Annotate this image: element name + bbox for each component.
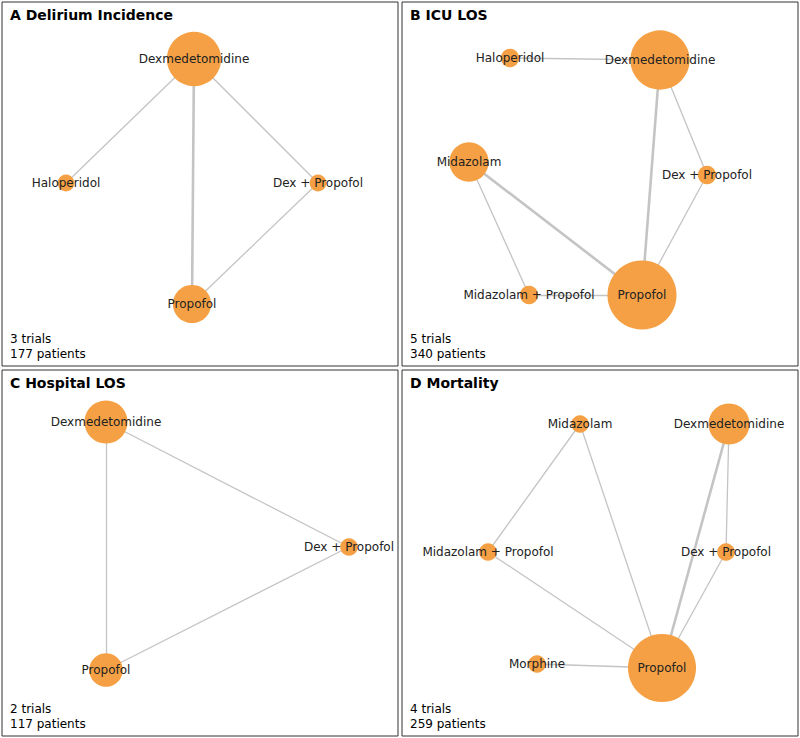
svg-text:Dexmedetomidine: Dexmedetomidine: [51, 415, 162, 429]
svg-text:C Hospital LOS: C Hospital LOS: [10, 375, 126, 391]
svg-text:3 trials: 3 trials: [10, 332, 51, 346]
svg-text:Dexmedetomidine: Dexmedetomidine: [139, 52, 250, 66]
svg-text:Dex + Propofol: Dex + Propofol: [304, 540, 394, 554]
svg-text:Propofol: Propofol: [618, 288, 667, 302]
svg-text:Haloperidol: Haloperidol: [32, 176, 101, 190]
svg-text:B ICU LOS: B ICU LOS: [410, 7, 488, 23]
svg-text:340 patients: 340 patients: [410, 347, 486, 361]
svg-text:Midazolam + Propofol: Midazolam + Propofol: [422, 545, 553, 559]
svg-text:117 patients: 117 patients: [10, 717, 86, 731]
svg-text:Propofol: Propofol: [638, 661, 687, 675]
svg-text:Haloperidol: Haloperidol: [476, 51, 545, 65]
svg-text:Midazolam: Midazolam: [548, 417, 613, 431]
svg-text:Dexmedetomidine: Dexmedetomidine: [674, 417, 785, 431]
svg-text:D Mortality: D Mortality: [410, 375, 499, 391]
svg-text:Dexmedetomidine: Dexmedetomidine: [605, 53, 716, 67]
svg-text:5 trials: 5 trials: [410, 332, 451, 346]
svg-text:Midazolam: Midazolam: [437, 155, 502, 169]
svg-text:Dex + Propofol: Dex + Propofol: [662, 168, 752, 182]
svg-text:Dex + Propofol: Dex + Propofol: [681, 545, 771, 559]
svg-text:Midazolam + Propofol: Midazolam + Propofol: [463, 288, 594, 302]
svg-text:Propofol: Propofol: [168, 297, 217, 311]
svg-text:259 patients: 259 patients: [410, 717, 486, 731]
svg-text:Dex + Propofol: Dex + Propofol: [273, 176, 363, 190]
svg-text:177 patients: 177 patients: [10, 347, 86, 361]
svg-text:4 trials: 4 trials: [410, 702, 451, 716]
svg-text:Morphine: Morphine: [509, 657, 565, 671]
svg-text:Propofol: Propofol: [82, 663, 131, 677]
svg-text:2 trials: 2 trials: [10, 702, 51, 716]
svg-text:A Delirium Incidence: A Delirium Incidence: [10, 7, 173, 23]
